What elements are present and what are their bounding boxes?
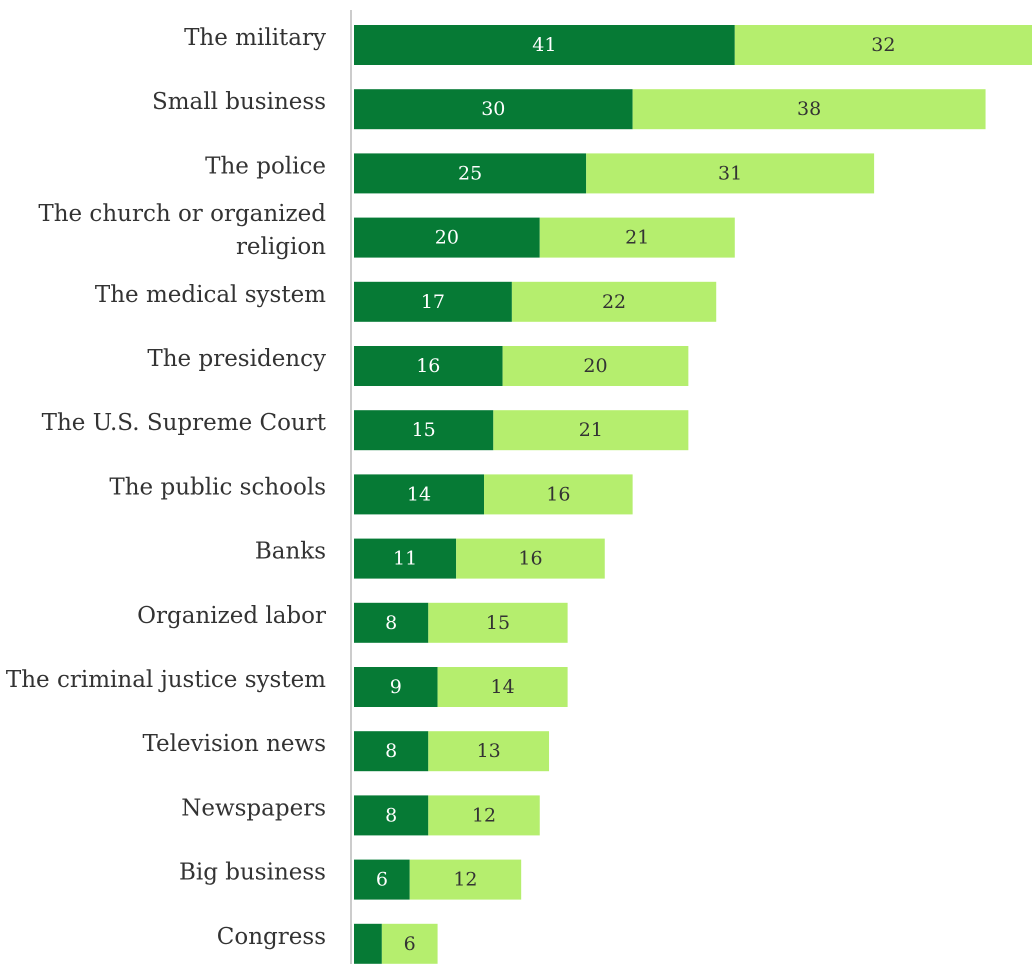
bar-segment-2	[428, 731, 550, 772]
bar-segment-2	[428, 602, 568, 643]
bar-segment-2	[484, 474, 633, 515]
bar-segment-2	[632, 89, 986, 130]
bar-segment-1	[354, 410, 494, 451]
data-label: 21	[579, 419, 603, 441]
category-label-line: The police	[205, 153, 326, 179]
bar-segment-2	[502, 346, 689, 386]
bar-segment-2	[493, 410, 689, 451]
bar-segment-1	[354, 474, 485, 515]
category-label: Big business	[179, 860, 326, 886]
category-label-line: The criminal justice system	[6, 667, 326, 693]
value-labels: 41 32 30 38 25 31 20 21 17 22 16 20 15 21 14 16 11 16 8 15 9…	[376, 34, 896, 955]
data-label: 8	[385, 612, 397, 634]
bar-segment-2	[428, 795, 540, 836]
bars	[354, 25, 1032, 964]
bar-segment-2	[734, 25, 1032, 65]
data-label: 25	[458, 162, 482, 184]
category-label: The presidency	[147, 346, 326, 372]
category-label-line: The presidency	[147, 346, 326, 372]
category-label: Organized labor	[137, 603, 326, 629]
category-label: Congress	[217, 924, 326, 950]
category-labels: The military Small business The police The …	[6, 25, 327, 950]
bar-segment-2	[381, 923, 438, 964]
data-label: 17	[421, 291, 445, 313]
category-label: Television news	[142, 731, 326, 757]
data-label: 16	[416, 355, 440, 377]
data-label: 14	[407, 483, 431, 505]
data-label: 14	[491, 676, 515, 698]
category-label: Small business	[152, 89, 326, 115]
data-label: 9	[390, 676, 402, 698]
category-label-line: Television news	[142, 731, 326, 757]
category-label-line: Small business	[152, 89, 326, 115]
category-label-line: Organized labor	[137, 603, 326, 629]
category-label-line: Congress	[217, 924, 326, 950]
category-label-line: The military	[184, 25, 326, 51]
category-label-line: religion	[236, 234, 326, 260]
data-label: 8	[385, 740, 397, 762]
category-label: The criminal justice system	[6, 667, 326, 693]
data-label: 16	[546, 483, 570, 505]
bar-segment-2	[539, 217, 735, 258]
data-label: 32	[871, 34, 895, 56]
data-label: 16	[518, 548, 542, 570]
category-label-line: The U.S. Supreme Court	[42, 410, 327, 436]
bar-segment-1	[354, 859, 410, 900]
data-label: 30	[481, 98, 505, 120]
bar-segment-1	[354, 346, 503, 386]
data-label: 6	[376, 869, 388, 891]
bar-segment-2	[409, 859, 522, 900]
bar-segment-1	[354, 667, 438, 707]
category-label-line: Big business	[179, 860, 326, 886]
category-label: Newspapers	[181, 795, 326, 821]
data-label: 6	[404, 933, 416, 955]
data-label: 21	[625, 227, 649, 249]
data-label: 20	[583, 355, 607, 377]
data-label: 15	[412, 419, 436, 441]
category-label-line: Banks	[255, 539, 326, 565]
category-label-line: Newspapers	[181, 795, 326, 821]
bar-segment-1	[354, 731, 429, 772]
bar-segment-2	[586, 153, 875, 194]
data-label: 41	[532, 34, 556, 56]
data-label: 8	[385, 804, 397, 826]
bar-segment-1	[354, 795, 429, 836]
bar-segment-1	[354, 217, 540, 258]
data-label: 15	[486, 612, 510, 634]
category-label: The public schools	[109, 474, 326, 500]
data-label: 12	[453, 869, 477, 891]
category-label: The U.S. Supreme Court	[42, 410, 327, 436]
bar-segment-2	[456, 538, 605, 579]
category-label-line: The church or organized	[38, 201, 326, 227]
bar-segment-1	[354, 602, 429, 643]
data-label: 11	[393, 548, 417, 570]
category-label: The police	[205, 153, 326, 179]
category-label: The church or organized religion	[38, 201, 326, 260]
bar-segment-1	[354, 153, 587, 194]
bar-segment-2	[437, 667, 568, 707]
data-label: 31	[718, 162, 742, 184]
category-label-line: The medical system	[95, 282, 326, 308]
bar-segment-1	[354, 281, 512, 322]
bar-segment-1	[354, 89, 633, 130]
category-label: Banks	[255, 539, 326, 565]
data-label: 12	[472, 804, 496, 826]
data-label: 20	[435, 227, 459, 249]
data-label: 13	[477, 740, 501, 762]
data-label: 22	[602, 291, 626, 313]
bar-segment-1	[354, 25, 735, 65]
bar-segment-1	[354, 538, 457, 579]
category-label: The military	[184, 25, 326, 51]
bar-segment-1	[354, 923, 382, 964]
category-label-line: The public schools	[109, 474, 326, 500]
data-label: 38	[797, 98, 821, 120]
bar-segment-2	[511, 281, 717, 322]
category-label: The medical system	[95, 282, 326, 308]
